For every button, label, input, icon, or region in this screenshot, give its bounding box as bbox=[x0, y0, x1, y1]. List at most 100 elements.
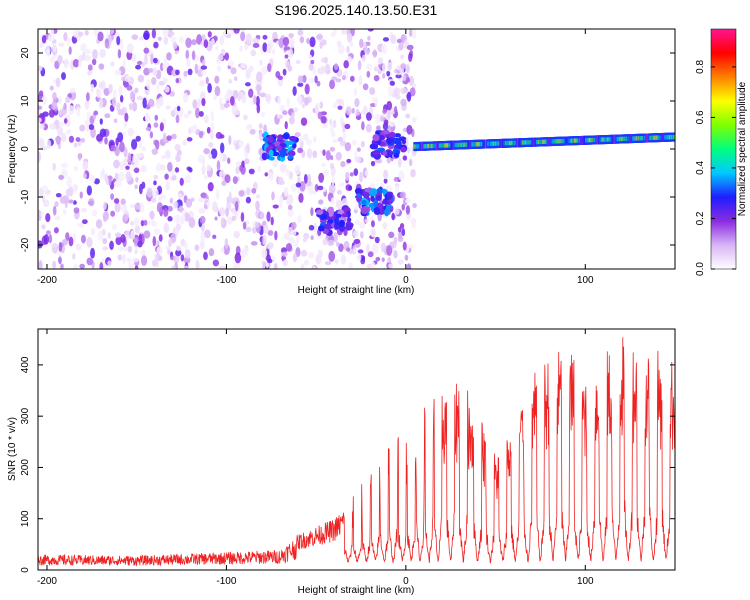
spectrogram-noise-point bbox=[219, 170, 225, 177]
spectrogram-noise-point bbox=[151, 29, 157, 39]
spectrogram-noise-point bbox=[282, 110, 288, 116]
spectrogram-noise-point bbox=[406, 91, 412, 102]
spectrogram-noise-point bbox=[286, 97, 290, 108]
spectrogram-noise-point bbox=[90, 83, 95, 93]
spectrogram-noise-point bbox=[66, 129, 72, 135]
spectrogram-noise-point bbox=[380, 242, 386, 253]
spectrogram-noise-point bbox=[131, 34, 139, 40]
spectrogram-noise-point bbox=[171, 174, 177, 181]
spectrogram-noise-point bbox=[292, 107, 299, 113]
spectrogram-noise-point bbox=[297, 176, 301, 185]
spectrogram-noise-point bbox=[149, 131, 154, 139]
spectrogram-noise-point bbox=[73, 263, 78, 269]
spectrogram-noise-point bbox=[400, 87, 408, 95]
spectrogram-noise-point bbox=[117, 132, 124, 143]
spectrogram-noise-point bbox=[86, 185, 93, 196]
spectrogram-noise-point bbox=[117, 109, 125, 116]
spectrogram-noise-point bbox=[264, 172, 268, 177]
spectrogram-noise-point bbox=[339, 140, 346, 147]
spectrogram-noise-point bbox=[38, 210, 42, 221]
spectrogram-noise-point bbox=[283, 232, 290, 240]
spectrogram-noise-point bbox=[207, 31, 212, 38]
spectrogram-noise-point bbox=[60, 263, 64, 269]
spectrogram-noise-point bbox=[110, 61, 115, 67]
spectrogram-noise-point bbox=[200, 65, 208, 70]
spectrogram-noise-point bbox=[329, 146, 335, 152]
spectrogram-noise-point bbox=[108, 83, 113, 94]
spectrogram-noise-point bbox=[370, 261, 376, 269]
spectrogram-noise-point bbox=[114, 179, 122, 188]
spectrogram-noise-point bbox=[153, 122, 159, 128]
spectrogram-noise-point bbox=[256, 85, 261, 97]
spectrogram-noise-point bbox=[314, 75, 318, 84]
spectrogram-noise-point bbox=[140, 255, 148, 266]
spectrogram-blob-point bbox=[375, 130, 380, 136]
spectrogram-noise-point bbox=[167, 205, 173, 212]
spectrogram-y-tick-label: 0 bbox=[20, 146, 31, 152]
spectrogram-noise-point bbox=[158, 96, 163, 106]
spectrogram-noise-point bbox=[295, 182, 302, 188]
spectrogram-noise-point bbox=[301, 103, 306, 109]
spectrogram-noise-point bbox=[277, 95, 281, 105]
spectrogram-noise-point bbox=[214, 216, 218, 221]
spectrogram-noise-point bbox=[203, 148, 210, 155]
colorbar-label: Normalized spectral amplitude bbox=[737, 81, 748, 216]
spectrogram-blob-point bbox=[317, 225, 325, 232]
spectrogram-noise-point bbox=[404, 254, 409, 261]
spectrogram-noise-point bbox=[180, 254, 185, 262]
spectrogram-noise-point bbox=[167, 161, 173, 172]
spectrogram-noise-point bbox=[139, 36, 145, 41]
spectrogram-noise-point bbox=[398, 231, 403, 239]
spectrogram-noise-point bbox=[233, 29, 240, 34]
spectrogram-noise-point bbox=[288, 171, 294, 180]
spectrogram-noise-point bbox=[195, 259, 200, 269]
spectrogram-noise-point bbox=[341, 198, 349, 208]
spectrogram-noise-point bbox=[331, 76, 338, 81]
spectrogram-noise-point bbox=[161, 155, 166, 160]
spectrogram-noise-point bbox=[267, 63, 272, 73]
spectrogram-noise-point bbox=[228, 60, 235, 67]
spectrogram-noise-point bbox=[372, 49, 378, 58]
spectrogram-noise-point bbox=[89, 174, 96, 184]
spectrogram-blob-point bbox=[327, 206, 335, 214]
spectrogram-noise-point bbox=[383, 169, 389, 180]
spectrogram-noise-point bbox=[267, 172, 274, 181]
spectrogram-noise-point bbox=[78, 60, 82, 68]
spectrogram-noise-point bbox=[386, 245, 393, 257]
spectrogram-noise-point bbox=[72, 232, 77, 243]
spectrogram-noise-point bbox=[174, 214, 181, 224]
spectrogram-noise-point bbox=[141, 249, 146, 256]
spectrogram-noise-point bbox=[355, 115, 362, 120]
spectrogram-noise-point bbox=[73, 142, 78, 148]
spectrogram-noise-point bbox=[121, 204, 127, 214]
spectrogram-noise-point bbox=[149, 210, 155, 220]
spectrogram-noise-point bbox=[39, 42, 44, 48]
spectrogram-noise-point bbox=[239, 29, 247, 32]
spectrogram-noise-point bbox=[358, 75, 363, 86]
spectrogram-noise-point bbox=[324, 261, 332, 266]
spectrogram-blob-point bbox=[334, 217, 339, 226]
snr-frame bbox=[37, 328, 676, 571]
spectrogram-noise-point bbox=[309, 36, 316, 48]
spectrogram-noise-point bbox=[341, 75, 346, 81]
spectrogram-noise-point bbox=[43, 234, 50, 245]
spectrogram-noise-point bbox=[258, 123, 263, 130]
spectrogram-noise-point bbox=[218, 265, 226, 269]
spectrogram-noise-point bbox=[245, 142, 250, 154]
spectrogram-noise-point bbox=[38, 65, 43, 72]
spectrogram-noise-point bbox=[314, 105, 320, 115]
spectrogram-noise-point bbox=[99, 48, 106, 58]
spectrogram-noise-point bbox=[322, 186, 327, 193]
spectrogram-noise-point bbox=[262, 34, 268, 40]
spectrogram-noise-point bbox=[307, 173, 312, 183]
spectrogram-noise-point bbox=[304, 97, 309, 106]
spectrogram-noise-point bbox=[207, 82, 212, 94]
spectrogram-noise-point bbox=[287, 236, 295, 244]
spectrogram-noise-point bbox=[175, 114, 180, 124]
spectrogram-noise-point bbox=[387, 61, 393, 72]
spectrogram-noise-point bbox=[340, 254, 347, 265]
spectrogram-noise-point bbox=[218, 207, 226, 216]
spectrogram-noise-point bbox=[134, 265, 139, 269]
spectrogram-noise-point bbox=[323, 56, 329, 64]
